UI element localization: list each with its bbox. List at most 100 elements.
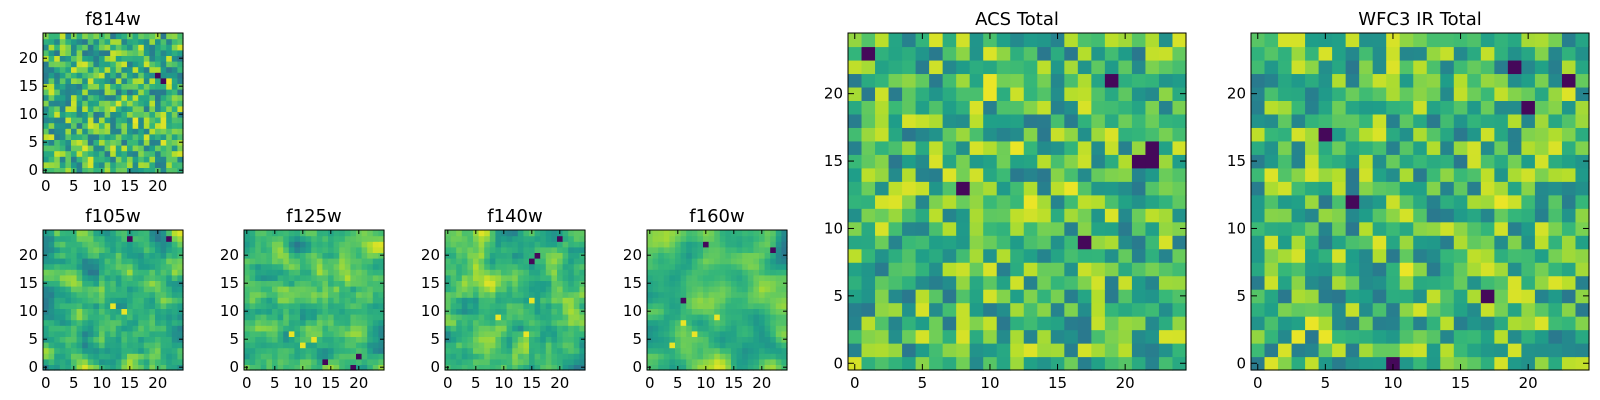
heatmap-cell — [160, 302, 167, 309]
heatmap-cell — [48, 83, 55, 90]
heatmap-cell — [1010, 33, 1025, 48]
heatmap-cell — [942, 167, 957, 182]
heatmap-cell — [1561, 343, 1577, 358]
heatmap-cell — [367, 302, 374, 309]
heatmap-cell — [121, 55, 128, 62]
heatmap-cell — [697, 274, 704, 281]
heatmap-cell — [1332, 316, 1347, 331]
heatmap-cell — [1010, 208, 1025, 223]
heatmap-cell — [1050, 113, 1065, 128]
heatmap-cell — [177, 38, 184, 45]
heatmap-cell — [171, 83, 178, 90]
heatmap-cell — [1359, 33, 1374, 48]
heatmap-cell — [562, 364, 569, 371]
heatmap-cell — [361, 246, 368, 253]
heatmap-cell — [121, 128, 128, 135]
heatmap-cell — [708, 358, 715, 365]
heatmap-cell — [1278, 356, 1293, 371]
heatmap-cell — [517, 291, 524, 298]
heatmap-cell — [551, 297, 558, 304]
heatmap-cell — [467, 302, 474, 309]
heatmap-cell — [143, 241, 150, 248]
heatmap-cell — [87, 83, 94, 90]
heatmap-cell — [87, 246, 94, 253]
heatmap-cell — [680, 358, 687, 365]
heatmap-cell — [1467, 316, 1482, 331]
heatmap-cell — [166, 314, 173, 321]
heatmap-cell — [104, 280, 111, 287]
heatmap-cell — [160, 330, 167, 337]
heatmap-cell — [322, 280, 329, 287]
heatmap-cell — [529, 241, 536, 248]
heatmap-cell — [361, 342, 368, 349]
heatmap-cell — [888, 86, 903, 101]
heatmap-cell — [121, 325, 128, 332]
heatmap-cell — [983, 154, 998, 169]
heatmap-cell — [43, 291, 50, 298]
heatmap-cell — [691, 241, 698, 248]
heatmap-cell — [1440, 275, 1455, 290]
heatmap-cell — [1386, 289, 1401, 304]
heatmap-cell — [742, 364, 749, 371]
heatmap-cell — [54, 314, 61, 321]
heatmap-cell — [675, 302, 682, 309]
heatmap-cell — [132, 49, 139, 56]
heatmap-cell — [59, 55, 66, 62]
heatmap-cell — [65, 246, 72, 253]
heatmap-cell — [333, 235, 340, 242]
heatmap-cell — [456, 347, 463, 354]
heatmap-cell — [1480, 262, 1495, 277]
heatmap-cell — [489, 325, 496, 332]
heatmap-cell — [697, 336, 704, 343]
heatmap-cell — [501, 358, 508, 365]
heatmap-cell — [929, 275, 944, 290]
heatmap-cell — [1010, 275, 1025, 290]
heatmap-cell — [489, 258, 496, 265]
heatmap-cell — [1332, 248, 1347, 263]
heatmap-cell — [714, 258, 721, 265]
heatmap-cell — [155, 347, 162, 354]
heatmap-cell — [902, 127, 917, 142]
heatmap-cell — [680, 274, 687, 281]
heatmap-cell — [1064, 154, 1079, 169]
heatmap-cell — [708, 291, 715, 298]
heatmap-cell — [658, 269, 665, 276]
heatmap-cell — [495, 241, 502, 248]
heatmap-cell — [115, 252, 122, 259]
heatmap-cell — [272, 308, 279, 315]
heatmap-cell — [1010, 154, 1025, 169]
heatmap-cell — [1264, 113, 1279, 128]
heatmap-cell — [467, 246, 474, 253]
heatmap-cell — [875, 356, 890, 371]
heatmap-cell — [143, 167, 150, 174]
heatmap-cell — [708, 235, 715, 242]
heatmap-cell — [512, 258, 519, 265]
heatmap-cell — [171, 330, 178, 337]
heatmap-cell — [731, 269, 738, 276]
heatmap-cell — [121, 44, 128, 51]
heatmap-cell — [272, 252, 279, 259]
heatmap-cell — [1372, 275, 1387, 290]
heatmap-cell — [166, 94, 173, 101]
heatmap-cell — [316, 336, 323, 343]
heatmap-cell — [344, 235, 351, 242]
heatmap-cell — [1158, 33, 1174, 48]
heatmap-cell — [1305, 100, 1320, 115]
heatmap-cell — [1548, 275, 1563, 290]
heatmap-cell — [361, 258, 368, 265]
heatmap-cell — [76, 291, 83, 298]
heatmap-cell — [969, 248, 984, 263]
heatmap-cell — [719, 314, 726, 321]
heatmap-cell — [1077, 316, 1092, 331]
x-tick-label: 10 — [980, 374, 999, 392]
heatmap-cell — [166, 269, 173, 276]
heatmap-cell — [1548, 73, 1563, 88]
heatmap-cell — [249, 319, 256, 326]
heatmap-cell — [249, 308, 256, 315]
heatmap-cell — [501, 246, 508, 253]
heatmap-cell — [177, 117, 184, 124]
heatmap-cell — [160, 297, 167, 304]
heatmap-cell — [1158, 73, 1174, 88]
heatmap-cell — [99, 44, 106, 51]
heatmap-cell — [59, 156, 66, 163]
